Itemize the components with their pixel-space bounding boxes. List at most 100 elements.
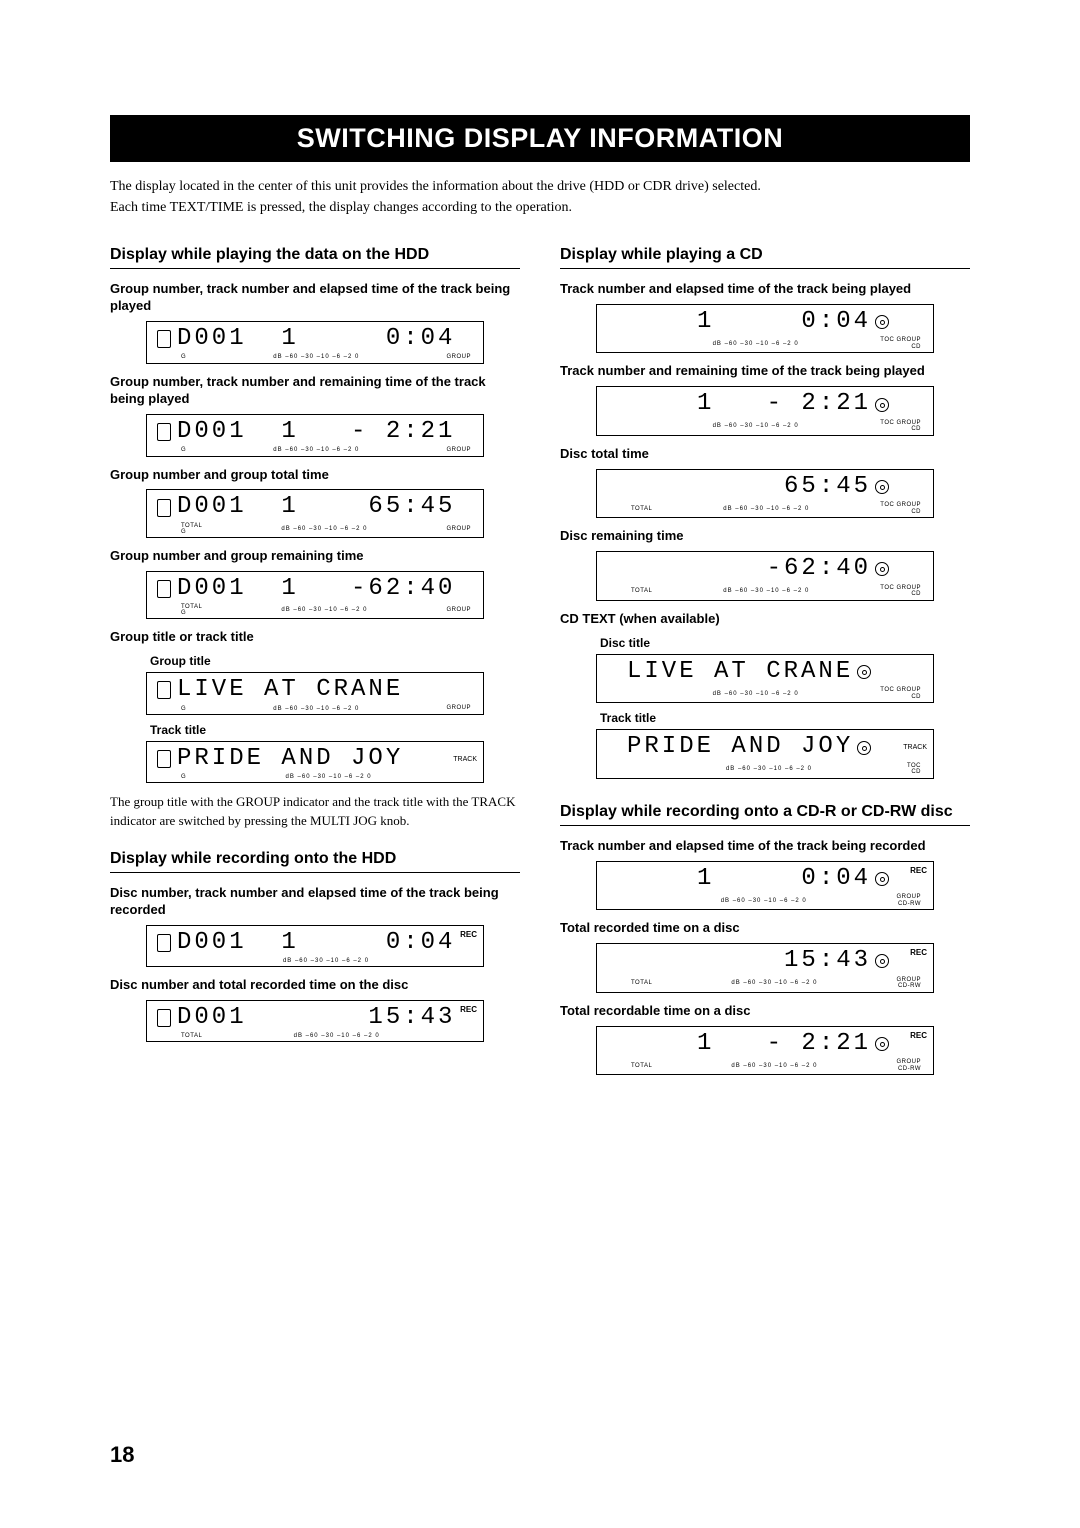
lcd-text: 65:45 [697,474,871,500]
lcd-sub-mid: dB –60 –30 –10 –6 –2 0 [652,506,880,512]
lcd-display: REC 1 0:04 dB –60 –30 –10 –6 –2 0GROUP C… [596,861,934,911]
lcd-sub-mid: dB –60 –30 –10 –6 –2 0 [186,447,446,453]
left-section-1-heading: Display while playing the data on the HD… [110,246,520,269]
lcd-display: LIVE AT CRANE dB –60 –30 –10 –6 –2 0TOC … [596,654,934,704]
page-title: SWITCHING DISPLAY INFORMATION [110,115,970,162]
lcd-sub-right: GROUP CD-RW [896,1059,921,1072]
caption: Track number and elapsed time of the tra… [560,838,970,855]
caption: Disc number and total recorded time on t… [110,977,520,994]
lcd-text: PRIDE AND JOY [177,746,403,772]
paragraph: The group title with the GROUP indicator… [110,793,520,829]
sub-caption: Group title [150,654,520,668]
caption: Track number and remaining time of the t… [560,363,970,380]
right-section-1-heading: Display while playing a CD [560,246,970,269]
caption: CD TEXT (when available) [560,611,970,628]
lcd-text: D001 1 - 2:21 [177,419,455,445]
lcd-text: PRIDE AND JOY [627,734,853,760]
lcd-display: REC 15:43 TOTALdB –60 –30 –10 –6 –2 0GRO… [596,943,934,993]
lcd-text: D001 1 0:04 [177,326,455,352]
disc-icon [157,934,171,952]
lcd-display: -62:40 TOTALdB –60 –30 –10 –6 –2 0TOC GR… [596,551,934,601]
lcd-sub-right: TOC GROUP CD [880,687,921,700]
lcd-display: D001 1 65:45 TOTAL GdB –60 –30 –10 –6 –2… [146,489,484,537]
intro-line-1: The display located in the center of thi… [110,176,970,197]
disc-icon [157,330,171,348]
lcd-sub-mid: dB –60 –30 –10 –6 –2 0 [631,898,896,904]
lcd-sub-mid: dB –60 –30 –10 –6 –2 0 [186,706,446,712]
lcd-sub-mid: dB –60 –30 –10 –6 –2 0 [202,526,446,532]
lcd-sub-left: TOTAL [631,588,652,594]
cd-icon [875,480,889,494]
lcd-sub-left: TOTAL G [181,604,202,616]
caption: Disc remaining time [560,528,970,545]
caption: Group title or track title [110,629,520,646]
lcd-display: 1 - 2:21 dB –60 –30 –10 –6 –2 0TOC GROUP… [596,386,934,436]
lcd-text: -62:40 [697,556,871,582]
lcd-text: LIVE AT CRANE [177,677,403,703]
rec-badge: REC [910,948,927,957]
disc-icon [157,499,171,517]
lcd-display: D001 1 0:04 GdB –60 –30 –10 –6 –2 0GROUP [146,321,484,364]
caption: Group number, track number and elapsed t… [110,281,520,315]
lcd-text: D001 15:43 [177,1005,455,1031]
lcd-sub-mid: dB –60 –30 –10 –6 –2 0 [631,766,907,772]
rec-badge: REC [910,866,927,875]
lcd-sub-left: TOTAL [631,980,652,986]
sub-caption: Track title [150,723,520,737]
lcd-text: D001 1 -62:40 [177,576,455,602]
caption: Total recorded time on a disc [560,920,970,937]
lcd-sub-right: TOC GROUP CD [880,585,921,598]
disc-icon [157,681,171,699]
lcd-text: 1 0:04 [697,866,871,892]
lcd-display: 65:45 TOTALdB –60 –30 –10 –6 –2 0TOC GRO… [596,469,934,519]
cd-icon [875,315,889,329]
cd-icon [875,1037,889,1051]
sub-caption: Disc title [600,636,970,650]
lcd-text: 1 - 2:21 [697,1031,871,1057]
lcd-text: 15:43 [697,948,871,974]
lcd-sub-right: GROUP [446,607,471,614]
cd-icon [875,872,889,886]
lcd-sub-mid: dB –60 –30 –10 –6 –2 0 [631,423,880,429]
lcd-text: 1 0:04 [697,309,871,335]
track-badge: TRACK [453,756,477,763]
lcd-sub-mid: dB –60 –30 –10 –6 –2 0 [186,354,446,360]
rec-badge: REC [910,1031,927,1040]
lcd-sub-mid: dB –60 –30 –10 –6 –2 0 [631,341,880,347]
left-column: Display while playing the data on the HD… [110,246,520,1079]
left-section-2-heading: Display while recording onto the HDD [110,850,520,873]
lcd-display: D001 1 -62:40 TOTAL GdB –60 –30 –10 –6 –… [146,571,484,619]
lcd-sub-mid: dB –60 –30 –10 –6 –2 0 [202,1033,471,1039]
lcd-sub-mid: dB –60 –30 –10 –6 –2 0 [202,607,446,613]
lcd-sub-right: GROUP CD-RW [896,894,921,907]
lcd-display: LIVE AT CRANE GdB –60 –30 –10 –6 –2 0GRO… [146,672,484,715]
page-number: 18 [110,1442,134,1468]
lcd-display: TRACK PRIDE AND JOY GdB –60 –30 –10 –6 –… [146,741,484,783]
lcd-sub-right: TOC GROUP CD [880,502,921,515]
lcd-text: LIVE AT CRANE [627,659,853,685]
lcd-sub-right: GROUP [446,526,471,533]
lcd-sub-left: TOTAL G [181,523,202,535]
intro-line-2: Each time TEXT/TIME is pressed, the disp… [110,197,970,218]
lcd-display: REC 1 - 2:21 TOTALdB –60 –30 –10 –6 –2 0… [596,1026,934,1076]
lcd-sub-left: TOTAL [631,506,652,512]
cd-icon [875,954,889,968]
intro-text: The display located in the center of thi… [110,176,970,218]
caption: Disc total time [560,446,970,463]
lcd-sub-right: TOC CD [907,763,921,776]
lcd-sub-right: GROUP [446,447,471,454]
sub-caption: Track title [600,711,970,725]
caption: Group number and group total time [110,467,520,484]
lcd-display: REC D001 1 0:04 dB –60 –30 –10 –6 –2 0 [146,925,484,967]
lcd-sub-mid: dB –60 –30 –10 –6 –2 0 [181,958,471,964]
lcd-display: TRACK PRIDE AND JOY dB –60 –30 –10 –6 –2… [596,729,934,779]
disc-icon [157,1009,171,1027]
lcd-display: REC D001 15:43 TOTALdB –60 –30 –10 –6 –2… [146,1000,484,1042]
lcd-display: 1 0:04 dB –60 –30 –10 –6 –2 0TOC GROUP C… [596,304,934,354]
caption: Group number, track number and remaining… [110,374,520,408]
cd-icon [875,398,889,412]
lcd-display: D001 1 - 2:21 GdB –60 –30 –10 –6 –2 0GRO… [146,414,484,457]
track-badge: TRACK [903,744,927,751]
right-column: Display while playing a CD Track number … [560,246,970,1079]
cd-icon [875,562,889,576]
